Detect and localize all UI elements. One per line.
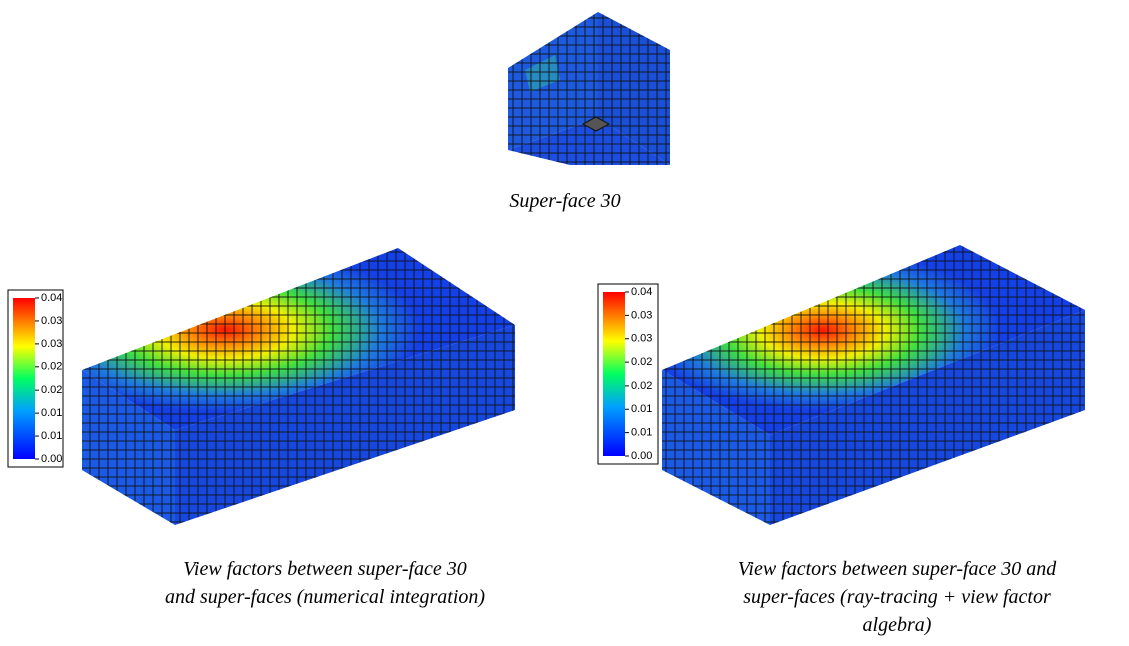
caption: and super-faces (numerical integration) — [165, 586, 485, 608]
tick-label: 0.01 — [631, 403, 652, 415]
tick-label: 0.02 — [631, 356, 652, 368]
mesh-box — [82, 248, 515, 525]
caption: View factors between super-face 30 and — [738, 558, 1058, 580]
tick-label: 0.03 — [41, 315, 62, 327]
tick-label: 0.04 — [41, 292, 62, 304]
caption: View factors between super-face 30 — [183, 558, 467, 580]
tick-label: 0.02 — [41, 384, 62, 396]
tick-label: 0.01 — [41, 407, 62, 419]
caption: Super-face 30 — [509, 190, 620, 212]
mesh-box — [662, 245, 1085, 525]
tick-label: 0.03 — [631, 309, 652, 321]
colorbar — [603, 292, 625, 456]
tick-label: 0.01 — [41, 430, 62, 442]
caption: super-faces (ray-tracing + view factor — [743, 586, 1051, 608]
tick-label: 0.01 — [631, 427, 652, 439]
cube-view — [508, 12, 670, 165]
tick-label: 0.00 — [631, 450, 652, 462]
colorbar — [13, 298, 35, 459]
tick-label: 0.02 — [41, 361, 62, 373]
tick-label: 0.03 — [631, 333, 652, 345]
tick-label: 0.02 — [631, 380, 652, 392]
figure: Super-face 30 0.00 0.01 0.01 0.02 0.02 0.03 0.… — [0, 0, 1129, 646]
caption: algebra) — [863, 614, 932, 636]
tick-label: 0.04 — [631, 286, 652, 298]
tick-label: 0.03 — [41, 338, 62, 350]
tick-label: 0.00 — [41, 453, 62, 465]
